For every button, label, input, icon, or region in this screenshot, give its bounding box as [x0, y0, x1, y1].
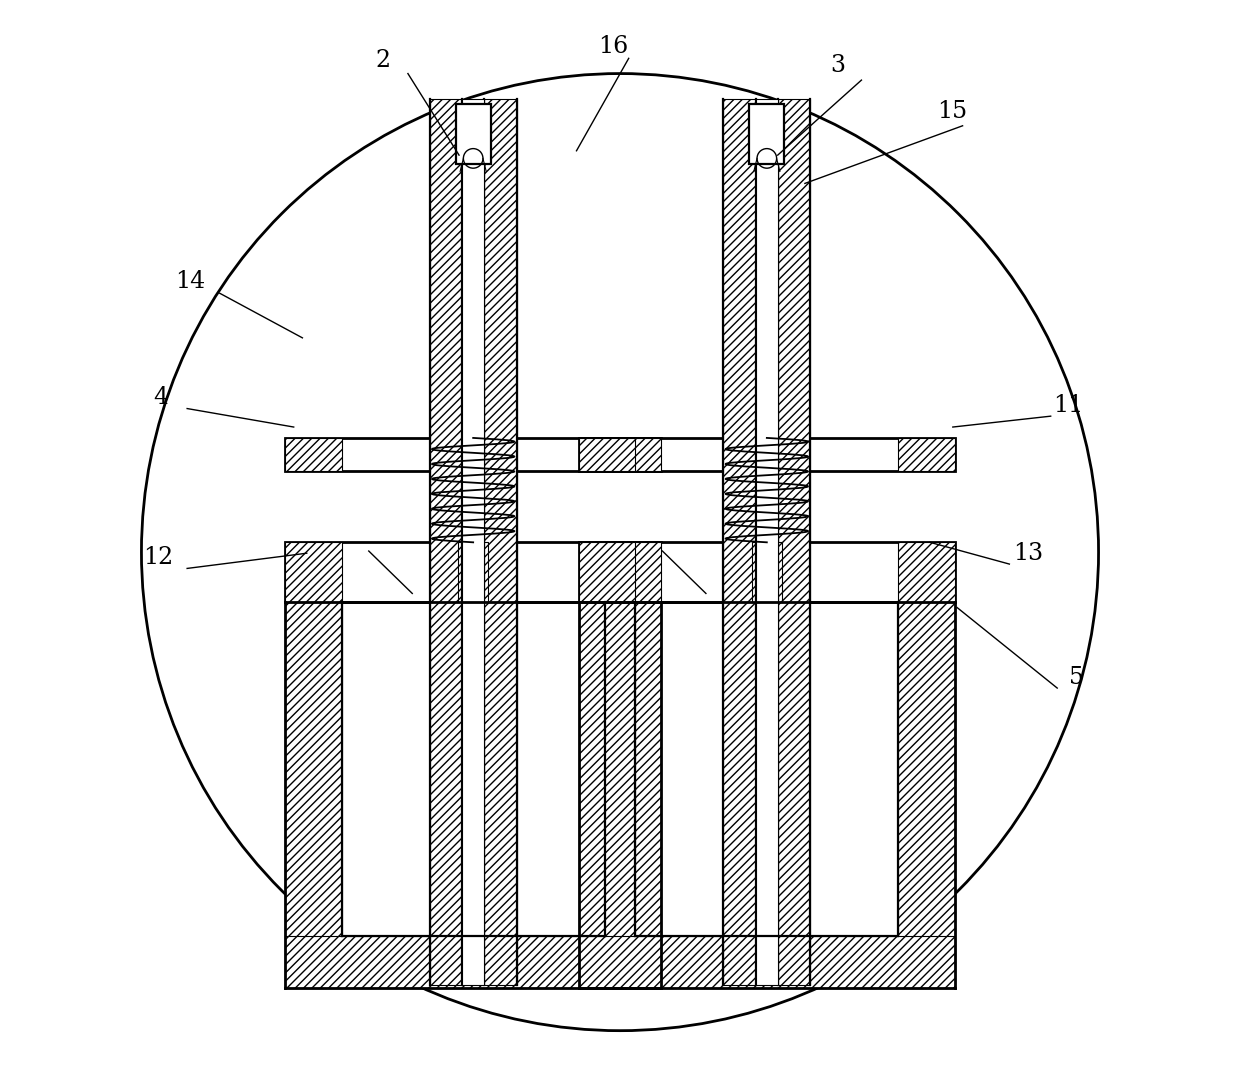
Bar: [749, 105, 784, 163]
Bar: [579, 937, 955, 988]
Bar: [458, 542, 489, 602]
Text: 4: 4: [154, 387, 169, 409]
Text: 2: 2: [376, 49, 391, 72]
Text: 15: 15: [936, 100, 967, 123]
Bar: [463, 99, 484, 984]
Bar: [285, 602, 341, 988]
Bar: [579, 438, 635, 470]
Bar: [751, 542, 782, 602]
Bar: [605, 542, 661, 602]
Bar: [899, 602, 955, 988]
Bar: [605, 438, 661, 470]
Bar: [899, 438, 955, 470]
Bar: [605, 602, 661, 988]
Bar: [430, 99, 463, 984]
Bar: [777, 99, 810, 984]
Bar: [579, 438, 955, 470]
Bar: [579, 542, 635, 602]
Bar: [285, 542, 341, 602]
Bar: [484, 99, 517, 984]
Bar: [579, 602, 635, 988]
Text: 16: 16: [599, 35, 629, 58]
Text: 11: 11: [1053, 394, 1084, 417]
Bar: [899, 542, 955, 602]
Bar: [285, 937, 661, 988]
Bar: [756, 99, 777, 984]
Text: 13: 13: [1013, 541, 1043, 565]
Bar: [579, 542, 955, 602]
Text: 5: 5: [1069, 665, 1084, 688]
Bar: [723, 99, 756, 984]
Bar: [285, 542, 661, 602]
Bar: [285, 438, 661, 470]
Text: 14: 14: [175, 270, 206, 293]
Bar: [456, 105, 491, 163]
Bar: [285, 438, 341, 470]
Text: 3: 3: [830, 54, 844, 77]
Text: 12: 12: [143, 546, 172, 570]
